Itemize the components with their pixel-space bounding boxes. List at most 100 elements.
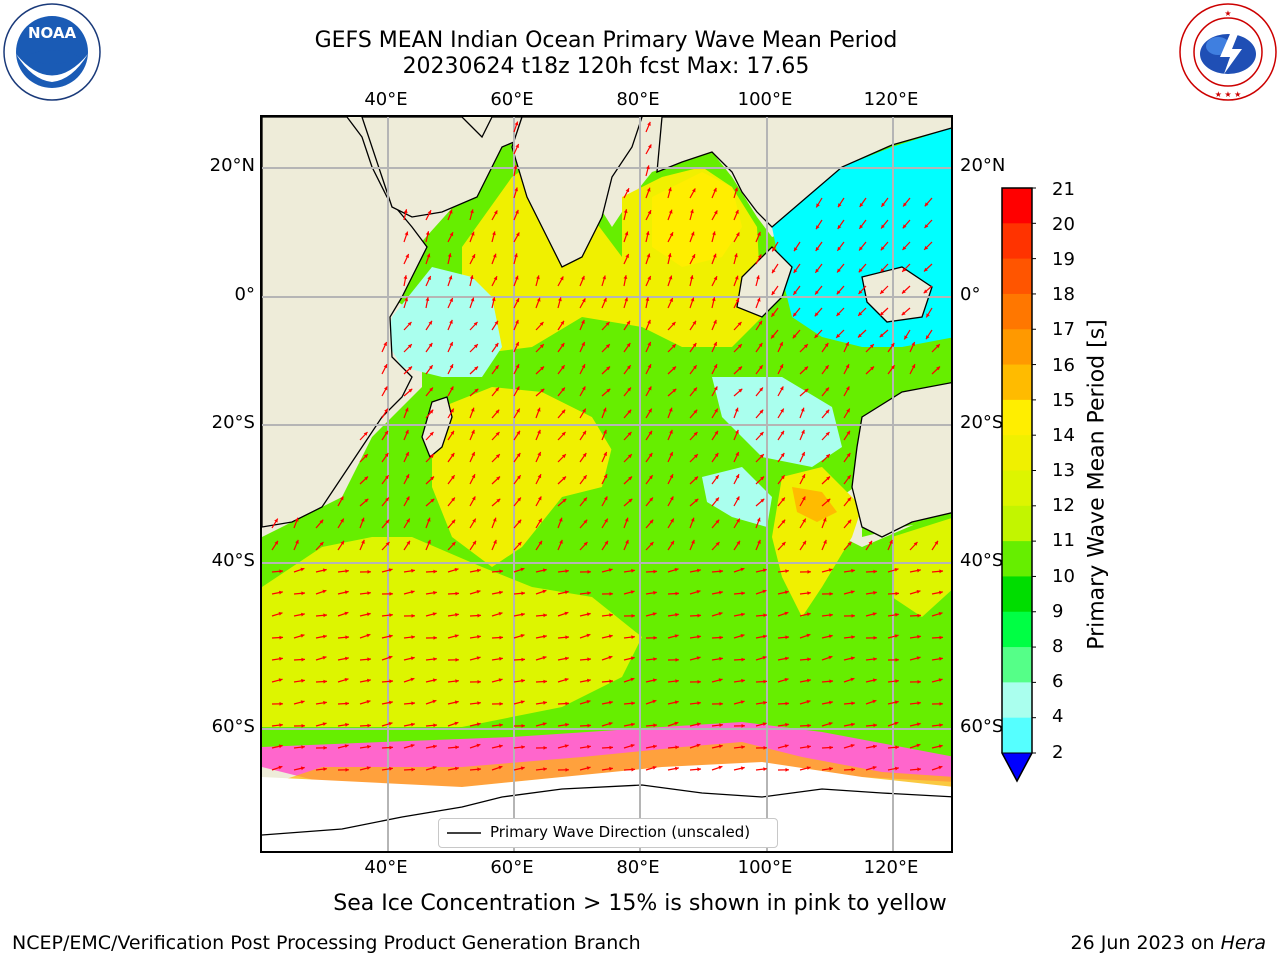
wave-arrow-head (829, 592, 833, 596)
wave-arrow-head (690, 297, 695, 302)
wave-arrow-head (477, 680, 481, 684)
legend-label: Primary Wave Direction (unscaled) (490, 823, 751, 841)
map-panel (260, 115, 953, 853)
wave-arrow-head (411, 635, 415, 639)
wave-arrow-head (367, 657, 371, 662)
wave-arrow-head (807, 591, 811, 595)
wave-arrow-head (514, 253, 518, 258)
wave-arrow-head (851, 635, 855, 639)
wave-arrow-head (383, 342, 387, 346)
wave-arrow-head (495, 387, 499, 392)
wave-arrow-head (582, 386, 586, 391)
wave-arrow-head (741, 678, 745, 683)
wave-arrow-head (760, 498, 765, 503)
wave-arrow-head (719, 590, 723, 595)
wave-arrow-head (868, 540, 872, 545)
colorbar-band (1002, 364, 1032, 401)
lat-label-left-20s: 20°S (211, 412, 255, 433)
wave-arrow-head (628, 476, 632, 481)
wave-arrow-head (499, 702, 503, 706)
wave-arrow-head (902, 224, 907, 229)
wave-arrow-head (323, 746, 327, 750)
wave-arrow-head (895, 766, 899, 771)
wave-arrow-head (449, 342, 453, 346)
wave-arrow-head (626, 320, 630, 325)
wave-arrow-head (873, 657, 877, 661)
wave-arrow-head (934, 540, 938, 545)
wave-arrow-head (713, 364, 718, 369)
wave-arrow-head (807, 678, 811, 683)
lat-label-right-20s: 20°S (960, 412, 1004, 433)
lat-label-right-60s: 60°S (960, 716, 1004, 737)
wave-arrow-head (561, 454, 566, 459)
wave-arrow-head (889, 539, 893, 544)
wave-arrow-head (760, 476, 764, 481)
wave-arrow-head (675, 679, 679, 683)
wave-arrow-head (559, 539, 563, 544)
wave-arrow-head (411, 767, 415, 772)
wave-arrow-head (411, 614, 415, 618)
wave-arrow-head (869, 344, 874, 349)
wave-arrow-head (361, 539, 365, 544)
wave-arrow-head (771, 334, 775, 339)
wave-arrow-head (404, 231, 409, 236)
wave-arrow-head (851, 614, 855, 618)
footer-date-text: 26 Jun 2023 on (1070, 932, 1221, 954)
wave-arrow-head (428, 343, 433, 347)
wave-arrow-head (648, 144, 652, 149)
footer-date: 26 Jun 2023 on Hera (1071, 932, 1266, 954)
wave-arrow-head (367, 591, 371, 595)
wave-arrow-head (558, 297, 562, 302)
wave-arrow-head (587, 570, 591, 574)
wave-arrow-head (631, 635, 635, 639)
wave-arrow-head (806, 700, 811, 704)
colorbar-band (1002, 188, 1032, 224)
colorbar-tick-2: 2 (1052, 742, 1064, 763)
wave-arrow-head (410, 744, 415, 748)
wave-arrow-head (364, 498, 369, 503)
wave-arrow-head (433, 590, 437, 595)
wave-arrow-head (801, 429, 805, 434)
wave-arrow-head (713, 342, 717, 346)
wave-arrow-head (735, 209, 739, 214)
wave-arrow-head (653, 590, 657, 595)
wave-arrow-head (516, 408, 520, 413)
wave-arrow-head (697, 680, 701, 684)
wave-arrow-head (536, 297, 541, 302)
wave-arrow-head (669, 232, 674, 237)
wave-arrow-head (647, 364, 652, 369)
wave-arrow-head (762, 722, 767, 726)
wave-arrow-head (829, 613, 833, 617)
colorbar-tick-17: 17 (1052, 319, 1075, 340)
wave-arrow-head (837, 268, 841, 273)
wave-arrow-head (562, 498, 567, 503)
wave-arrow-head (763, 613, 767, 618)
wave-arrow-head (758, 343, 763, 347)
wave-arrow-head (873, 590, 877, 595)
wave-arrow-head (403, 209, 408, 214)
wave-arrow-head (606, 388, 611, 393)
wave-arrow-head (917, 568, 921, 573)
wave-arrow-head (323, 700, 327, 705)
wave-arrow-head (385, 497, 389, 502)
wave-arrow-head (609, 766, 613, 771)
wave-arrow-head (647, 342, 651, 346)
wave-arrow-head (403, 275, 408, 279)
wave-arrow-head (521, 745, 525, 749)
wave-arrow-head (873, 744, 877, 749)
wave-arrow-head (780, 453, 785, 457)
wave-arrow-head (759, 409, 764, 414)
colorbar-tick-16: 16 (1052, 355, 1075, 376)
wave-arrow-head (824, 343, 829, 347)
wave-arrow-head (806, 612, 811, 617)
wave-arrow-head (582, 408, 586, 413)
lat-label-right-40s: 40°S (960, 550, 1004, 571)
wave-arrow-head (780, 408, 784, 413)
wave-arrow-head (781, 519, 786, 524)
wave-arrow-head (605, 322, 610, 326)
wave-arrow-head (345, 768, 349, 772)
colorbar-band (1002, 611, 1032, 648)
wave-arrow-head (653, 744, 657, 749)
wave-arrow-head (763, 767, 767, 771)
lon-label-top-100e: 100°E (737, 89, 793, 110)
